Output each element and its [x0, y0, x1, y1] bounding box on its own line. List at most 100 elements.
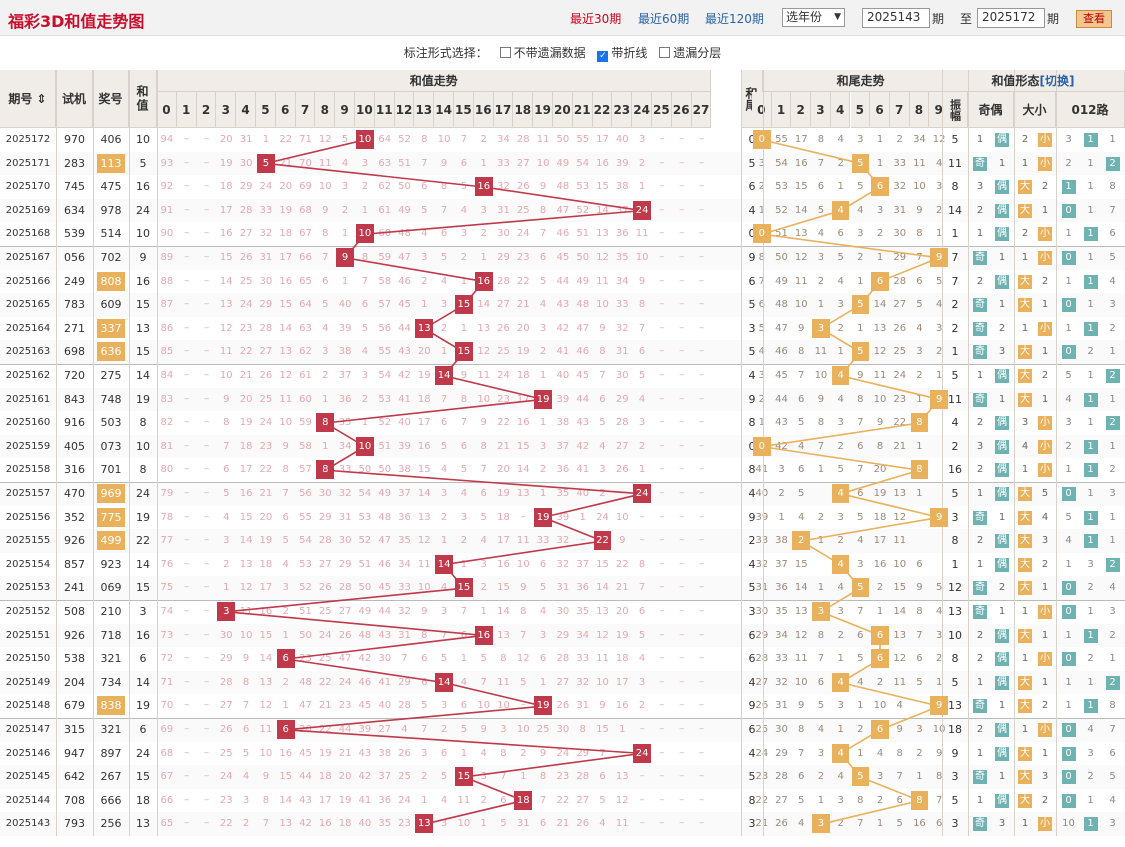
sum-marker: 16 — [474, 177, 493, 197]
sum-omission: 66 — [299, 252, 312, 263]
switch-link[interactable]: [切换] — [1039, 74, 1075, 88]
year-select[interactable]: 选年份 ▼ — [782, 8, 845, 27]
sum-omission: 1 — [223, 582, 230, 594]
link-recent-60[interactable]: 最近60期 — [638, 12, 690, 26]
sum-omission: ━ — [184, 182, 189, 191]
checkbox-icon[interactable] — [499, 47, 511, 58]
view-button[interactable]: 查看 — [1076, 10, 1112, 28]
odd-even-b: 1 — [998, 393, 1006, 405]
trial-cell: 405 — [64, 439, 85, 453]
checkbox-checked-icon[interactable]: ✓ — [597, 51, 609, 62]
tail-omission: 4 — [837, 582, 844, 594]
from-period-input[interactable]: 2025143 — [862, 8, 930, 28]
big-small-a: 大 — [1018, 274, 1032, 289]
sum-omission: 1 — [539, 370, 547, 381]
sum-omission: 19 — [615, 629, 629, 641]
award-cell: 406 — [100, 133, 122, 146]
header-period[interactable]: 期号 ⇕ — [0, 70, 56, 128]
big-small-b: 小 — [1038, 439, 1052, 454]
sum-cell: 6 — [139, 652, 147, 666]
tail-omission: 12 — [794, 252, 808, 263]
sum-omission: ━ — [679, 583, 684, 592]
trial-cell: 283 — [64, 156, 85, 170]
sum-omission: 33 — [497, 157, 510, 169]
link-recent-120[interactable]: 最近120期 — [705, 12, 764, 26]
sum-omission: 5 — [460, 464, 468, 476]
tail-omission: 6 — [798, 771, 805, 783]
sum-omission: 26 — [497, 322, 510, 334]
tail-omission: 14 — [893, 606, 907, 617]
amplitude-cell: 7 — [951, 251, 959, 264]
sum-omission: 11 — [279, 393, 293, 405]
sum-omission: 14 — [279, 322, 293, 334]
amplitude-cell: 5 — [951, 369, 959, 382]
sum-omission: 3 — [480, 771, 487, 783]
sum-omission: 6 — [599, 771, 606, 783]
trial-cell: 204 — [64, 675, 85, 689]
route-0: 0 — [1061, 746, 1076, 761]
sum-omission: 2 — [460, 535, 468, 547]
option-line[interactable]: ✓ 带折线 — [597, 40, 647, 66]
tail-omission: 1 — [857, 700, 864, 712]
sum-marker: 9 — [336, 248, 354, 267]
sum-omission: 94 — [160, 134, 174, 145]
option-no-omission[interactable]: 不带遗漏数据 — [499, 40, 586, 66]
sum-omission: 32 — [497, 181, 510, 193]
sum-omission: 24 — [556, 747, 570, 759]
sum-marker: 14 — [435, 672, 453, 692]
sum-omission: ━ — [679, 135, 684, 143]
column-divider — [942, 70, 943, 836]
link-recent-30[interactable]: 最近30期 — [570, 12, 622, 26]
option-layered[interactable]: 遗漏分层 — [659, 40, 721, 66]
sum-omission: ━ — [699, 205, 704, 214]
tail-marker: 8 — [910, 790, 929, 810]
tail-cell: 3 — [748, 321, 756, 335]
sum-omission: 42 — [299, 818, 312, 830]
tail-omission: 34 — [913, 134, 926, 145]
tail-omission: 2 — [935, 653, 943, 665]
sum-omission: 48 — [358, 629, 372, 641]
sum-omission: 37 — [576, 558, 590, 570]
sum-omission: 1 — [440, 535, 448, 547]
sum-omission: 28 — [576, 771, 590, 783]
sum-omission: 7 — [500, 771, 507, 783]
tail-omission: 37 — [775, 558, 788, 570]
tail-omission: 9 — [798, 700, 805, 712]
sum-omission: ━ — [639, 725, 645, 733]
tail-marker: 6 — [871, 177, 889, 197]
tail-omission: 6 — [798, 464, 805, 476]
tail-omission: 2 — [935, 204, 943, 216]
column-divider — [1056, 70, 1057, 836]
sum-omission: 15 — [516, 440, 530, 452]
sum-omission: 2 — [480, 794, 487, 806]
tail-omission: 1 — [857, 747, 864, 759]
sum-omission: ━ — [679, 371, 684, 379]
sum-omission: 24 — [318, 629, 332, 641]
tail-omission: 29 — [893, 252, 907, 263]
sum-omission: 5 — [440, 771, 448, 783]
route-0: 1 — [1065, 275, 1072, 287]
tail-omission: 2 — [876, 582, 884, 594]
sum-omission: 23 — [497, 393, 510, 405]
sum-omission: 19 — [259, 535, 273, 547]
sum-omission: ━ — [204, 323, 209, 332]
sum-omission: 20 — [239, 393, 253, 405]
sum-digit-header: 20 — [553, 92, 573, 128]
award-cell: 808 — [97, 271, 125, 291]
sum-omission: 1 — [539, 488, 547, 499]
trial-cell: 249 — [64, 274, 85, 288]
to-period-input[interactable]: 2025172 — [977, 8, 1045, 28]
sum-omission: 41 — [358, 794, 372, 806]
sum-omission: ━ — [184, 489, 189, 497]
tail-omission: 31 — [755, 582, 769, 594]
tail-omission: 3 — [876, 771, 884, 783]
checkbox-icon[interactable] — [659, 47, 671, 58]
route-1: 1 — [1087, 488, 1094, 499]
sum-omission: 50 — [576, 252, 590, 263]
tail-omission: 5 — [817, 204, 825, 216]
group-divider — [0, 364, 1125, 365]
tail-omission: 30 — [775, 724, 788, 735]
